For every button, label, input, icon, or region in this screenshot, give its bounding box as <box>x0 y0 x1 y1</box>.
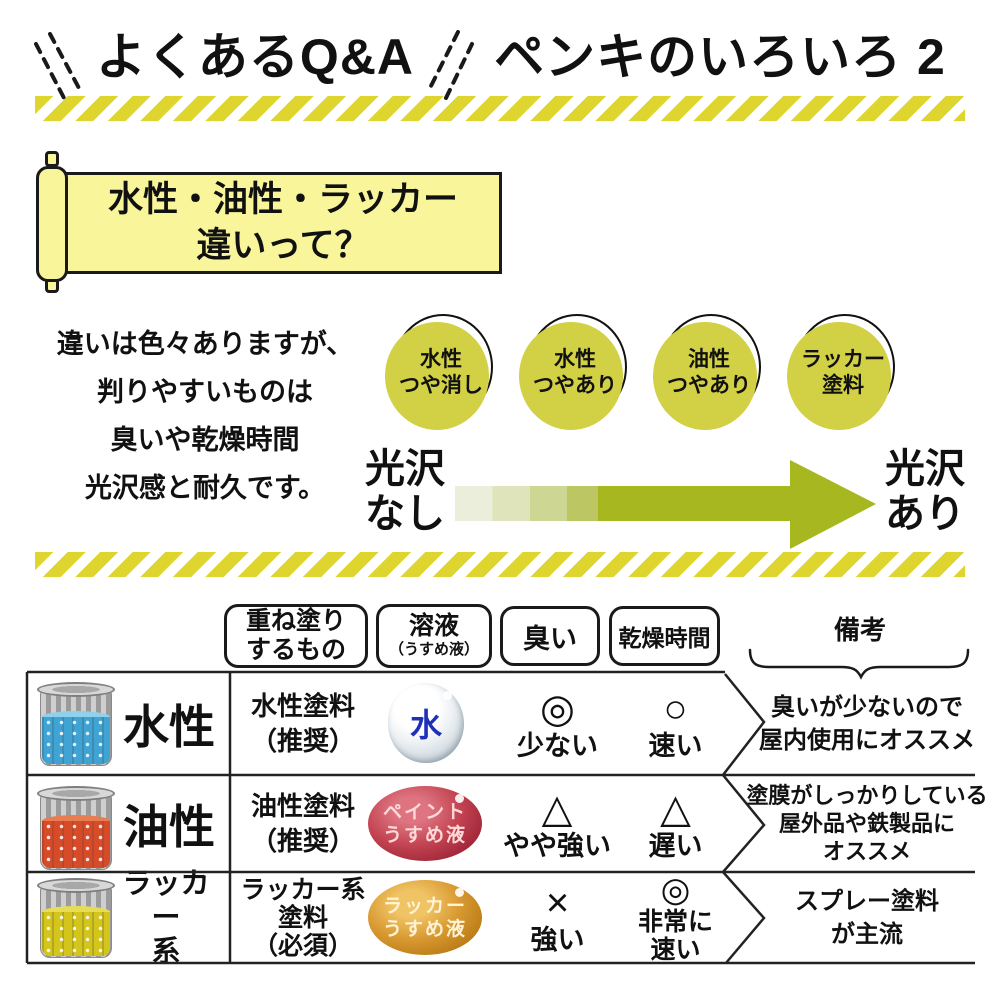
smell-rating-label: やや強い <box>503 830 611 861</box>
dry-rating-symbol: ○ <box>663 686 688 731</box>
glint-icon <box>454 793 464 803</box>
paint-can-oil-icon <box>37 786 115 870</box>
smell-rating-symbol: ◎ <box>540 686 575 731</box>
row-oil-dry: △ 遅い <box>618 775 733 872</box>
row-oil-smell: △ やや強い <box>492 775 622 872</box>
gloss-badge-water-matte: 水性 つや消し <box>385 314 497 432</box>
scroll-nub-top-icon <box>45 151 59 167</box>
row-lacquer-dry: ◎ 非常に 速い <box>618 870 733 964</box>
can-rim <box>37 682 115 697</box>
paint-can-water-icon <box>37 682 115 766</box>
dry-rating-symbol: △ <box>660 786 691 831</box>
lacquer-thinner-blob-icon: ラッカー うすめ液 <box>368 880 482 955</box>
row-oil-notes: 塗膜がしっかりしている 屋外品や鉄製品に オススメ <box>746 782 988 864</box>
smell-rating-label: 強い <box>530 924 585 955</box>
liquid-oil <box>42 821 110 868</box>
header-notes: 備考 <box>833 615 886 645</box>
paint-can-lacquer-icon <box>37 878 115 958</box>
water-drop-icon: 水 <box>388 683 464 763</box>
can-rim <box>37 878 115 893</box>
badge-label: 油性 つやあり <box>667 348 751 397</box>
badge-fill-icon <box>787 322 891 430</box>
row-water-type: 水性 <box>123 700 215 753</box>
dry-rating-label: 速い <box>648 730 703 761</box>
header-dry-time: 乾燥時間 <box>609 606 720 666</box>
glint-icon <box>454 887 464 897</box>
dry-rating-label: 遅い <box>648 830 703 861</box>
row-water-recoat: 水性塗料 （推奨） <box>250 690 355 756</box>
question-banner-text: 水性・油性・ラッカー 違いって？ <box>107 180 458 265</box>
striped-divider-top <box>35 96 965 121</box>
page-title-topic: ペンキのいろいろ 2 <box>494 29 946 85</box>
paint-thinner-label: ペイント うすめ液 <box>382 801 467 846</box>
page-title-qa: よくあるQ&A <box>95 29 415 85</box>
paint-thinner-blob-icon: ペイント うすめ液 <box>368 786 482 861</box>
gloss-full-label: 光沢 あり <box>885 447 965 536</box>
badge-fill-icon <box>385 322 489 430</box>
smell-rating-symbol: △ <box>541 786 573 831</box>
row-lacquer-type: ラッカー 系 <box>122 867 210 968</box>
badge-fill-icon <box>519 322 623 430</box>
dry-rating-symbol: ◎ <box>660 870 691 909</box>
gloss-none-label: 光沢 なし <box>365 447 445 536</box>
badge-label: ラッカー 塗料 <box>801 348 885 397</box>
header-solvent-line1: 溶液 <box>408 612 459 640</box>
badge-label: 水性 つやあり <box>533 348 617 397</box>
row-water-smell: ◎ 少ない <box>500 672 615 775</box>
header-solvent: 溶液 （うすめ液） <box>376 604 492 668</box>
gloss-badge-oil-glossy: 油性 つやあり <box>653 314 765 432</box>
smell-rating-symbol: × <box>545 880 570 925</box>
row-water-notes: 臭いが少ないので 屋内使用にオススメ <box>759 693 975 754</box>
gloss-badge-water-glossy: 水性 つやあり <box>519 314 631 432</box>
row-lacquer-recoat: ラッカー系 塗料 （必須） <box>240 875 366 960</box>
water-drop-label: 水 <box>409 707 442 743</box>
can-rim <box>37 786 115 801</box>
smell-rating-label: 少ない <box>517 730 598 761</box>
question-banner: 水性・油性・ラッカー 違いって？ <box>64 172 502 274</box>
gloss-badge-lacquer: ラッカー 塗料 <box>787 314 899 432</box>
lacquer-thinner-label: ラッカー うすめ液 <box>382 895 467 940</box>
dry-rating-label: 非常に 速い <box>637 907 713 964</box>
scroll-roll-icon <box>36 166 68 282</box>
row-lacquer-smell: × 強い <box>500 872 615 963</box>
row-water-dry: ○ 速い <box>618 672 733 775</box>
header-smell: 臭い <box>500 606 600 666</box>
badge-fill-icon <box>653 322 757 430</box>
gloss-arrow-icon <box>455 460 876 549</box>
striped-divider-middle <box>35 552 965 577</box>
header-solvent-line2: （うすめ液） <box>388 641 479 658</box>
liquid-lacquer <box>42 911 110 956</box>
row-oil-recoat: 油性塗料 （推奨） <box>250 790 355 856</box>
glint-icon <box>442 691 452 700</box>
row-lacquer-notes: スプレー塗料 が主流 <box>795 887 939 948</box>
header-recoat: 重ね塗り するもの <box>224 604 368 668</box>
row-oil-type: 油性 <box>123 800 215 853</box>
liquid-water <box>42 717 110 764</box>
intro-paragraph: 違いは色々ありますが、 判りやすいものは 臭いや乾燥時間 光沢感と耐久です。 <box>56 329 354 503</box>
badge-label: 水性 つや消し <box>399 348 483 397</box>
